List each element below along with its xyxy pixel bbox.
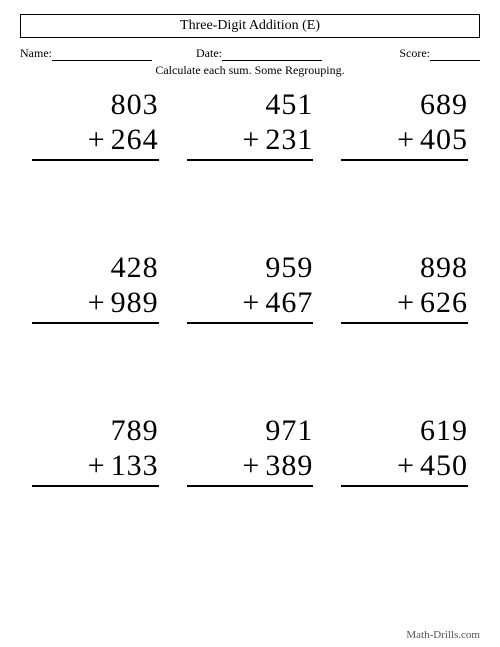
instructions: Calculate each sum. Some Regrouping.: [20, 63, 480, 78]
addend-bottom-row: + 389: [187, 449, 314, 484]
plus-icon: +: [88, 286, 105, 321]
problem: 428 + 989: [32, 251, 159, 324]
score-blank-line: [430, 49, 480, 61]
addend-bottom: 405: [420, 123, 468, 158]
name-blank-line: [52, 49, 152, 61]
addend-bottom-row: + 989: [32, 286, 159, 321]
addend-bottom: 450: [420, 449, 468, 484]
problem: 451 + 231: [187, 88, 314, 161]
addend-bottom-row: + 231: [187, 123, 314, 158]
page-title: Three-Digit Addition (E): [20, 14, 480, 38]
sum-rule: [187, 159, 314, 161]
sum-rule: [32, 322, 159, 324]
score-label: Score:: [399, 46, 430, 61]
addend-bottom: 264: [111, 123, 159, 158]
sum-rule: [341, 322, 468, 324]
addend-bottom-row: + 133: [32, 449, 159, 484]
addend-bottom-row: + 467: [187, 286, 314, 321]
problem: 789 + 133: [32, 414, 159, 487]
addend-bottom-row: + 405: [341, 123, 468, 158]
problem: 898 + 626: [341, 251, 468, 324]
addend-top: 959: [265, 251, 313, 286]
addend-top: 451: [265, 88, 313, 123]
sum-rule: [341, 159, 468, 161]
date-field: Date:: [196, 46, 322, 61]
addend-bottom: 467: [265, 286, 313, 321]
footer-attribution: Math-Drills.com: [406, 629, 480, 641]
addend-top: 428: [111, 251, 159, 286]
plus-icon: +: [397, 286, 414, 321]
problem: 971 + 389: [187, 414, 314, 487]
addend-bottom: 133: [111, 449, 159, 484]
name-field: Name:: [20, 46, 152, 61]
problem: 959 + 467: [187, 251, 314, 324]
addend-top: 619: [420, 414, 468, 449]
date-blank-line: [222, 49, 322, 61]
problem: 803 + 264: [32, 88, 159, 161]
addend-bottom: 231: [265, 123, 313, 158]
problem: 689 + 405: [341, 88, 468, 161]
worksheet-page: Three-Digit Addition (E) Name: Date: Sco…: [0, 0, 500, 647]
sum-rule: [187, 485, 314, 487]
plus-icon: +: [242, 286, 259, 321]
addend-bottom: 626: [420, 286, 468, 321]
addend-top: 689: [420, 88, 468, 123]
score-field: Score:: [399, 46, 480, 61]
addend-bottom: 989: [111, 286, 159, 321]
addend-bottom-row: + 450: [341, 449, 468, 484]
name-label: Name:: [20, 46, 52, 61]
problem: 619 + 450: [341, 414, 468, 487]
addend-bottom-row: + 626: [341, 286, 468, 321]
addend-top: 971: [265, 414, 313, 449]
plus-icon: +: [88, 123, 105, 158]
plus-icon: +: [242, 123, 259, 158]
plus-icon: +: [397, 449, 414, 484]
addend-bottom: 389: [265, 449, 313, 484]
addend-bottom-row: + 264: [32, 123, 159, 158]
plus-icon: +: [88, 449, 105, 484]
plus-icon: +: [397, 123, 414, 158]
date-label: Date:: [196, 46, 222, 61]
addend-top: 803: [111, 88, 159, 123]
sum-rule: [32, 485, 159, 487]
sum-rule: [32, 159, 159, 161]
addend-top: 898: [420, 251, 468, 286]
meta-row: Name: Date: Score:: [20, 46, 480, 61]
problem-grid: 803 + 264 451 + 231 689 + 405 428: [20, 88, 480, 487]
sum-rule: [187, 322, 314, 324]
plus-icon: +: [242, 449, 259, 484]
sum-rule: [341, 485, 468, 487]
addend-top: 789: [111, 414, 159, 449]
